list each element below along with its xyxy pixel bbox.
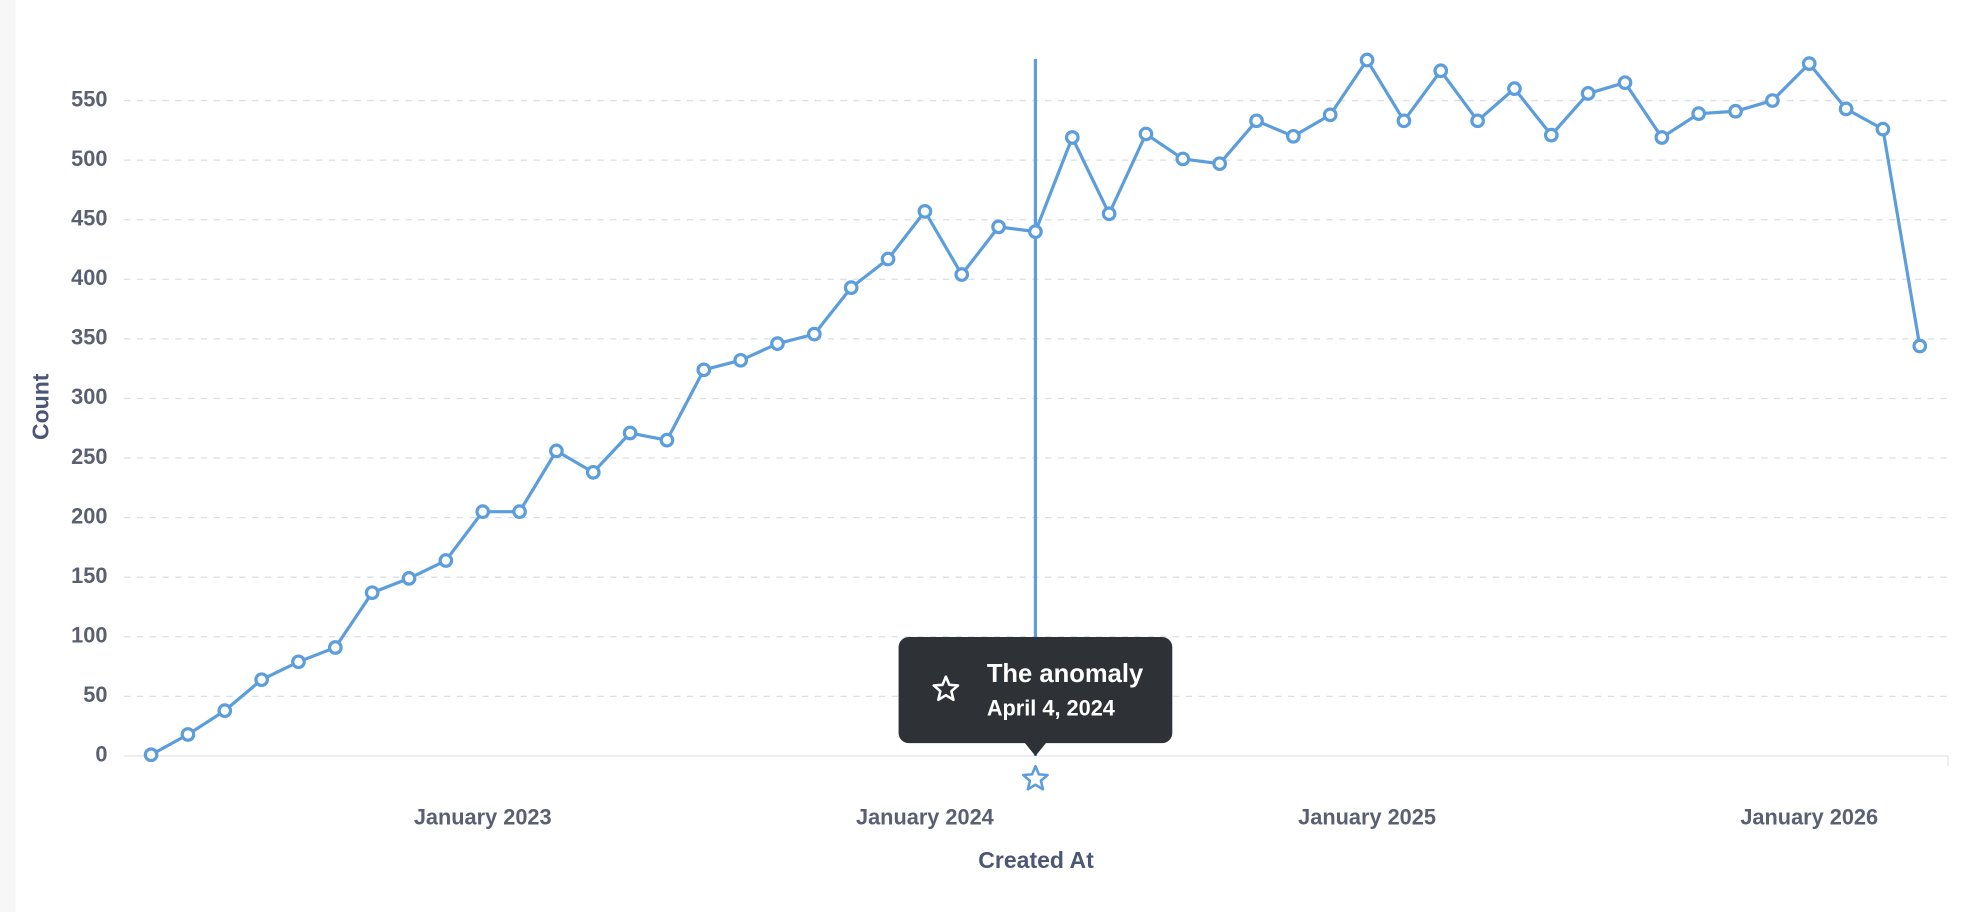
x-axis-title: Created At bbox=[978, 847, 1094, 873]
y-tick-label: 300 bbox=[71, 384, 107, 409]
tooltip: The anomaly April 4, 2024 bbox=[898, 636, 1173, 791]
point bbox=[1433, 63, 1449, 79]
point bbox=[585, 464, 601, 480]
point bbox=[512, 504, 527, 520]
point bbox=[180, 727, 196, 742]
point bbox=[1912, 338, 1928, 354]
y-tick-label: 500 bbox=[71, 146, 107, 171]
y-tick-label: 350 bbox=[71, 325, 107, 350]
tooltip-date: April 4, 2024 bbox=[987, 696, 1115, 721]
point bbox=[806, 326, 822, 342]
y-tick-label: 50 bbox=[83, 682, 107, 707]
tooltip-icon bbox=[932, 675, 960, 702]
point bbox=[1507, 81, 1522, 96]
point bbox=[733, 352, 749, 368]
point bbox=[1801, 56, 1817, 71]
point bbox=[843, 280, 859, 295]
left-edge bbox=[0, 0, 16, 912]
point bbox=[1286, 128, 1301, 144]
y-axis-title: Count bbox=[27, 373, 53, 440]
point bbox=[475, 504, 491, 520]
y-tick-label: 450 bbox=[71, 205, 107, 230]
point bbox=[622, 425, 638, 441]
point bbox=[1765, 93, 1780, 108]
tooltip-title: The anomaly bbox=[987, 660, 1144, 688]
x-tick-label: January 2026 bbox=[1740, 804, 1878, 829]
point bbox=[1838, 101, 1854, 117]
point bbox=[1470, 113, 1485, 129]
y-tick-label: 200 bbox=[71, 503, 107, 528]
point bbox=[254, 672, 269, 688]
point bbox=[1691, 106, 1707, 122]
point bbox=[954, 267, 970, 282]
point bbox=[1101, 206, 1117, 222]
point bbox=[438, 553, 454, 568]
point bbox=[1359, 52, 1375, 68]
point bbox=[327, 640, 343, 655]
point bbox=[1396, 113, 1412, 129]
annotation-marker[interactable] bbox=[1021, 764, 1049, 791]
point bbox=[364, 585, 380, 601]
y-tick-label: 400 bbox=[71, 265, 107, 290]
point bbox=[217, 703, 233, 719]
plot bbox=[143, 52, 1928, 763]
point bbox=[696, 362, 712, 378]
y-tick-label: 250 bbox=[71, 444, 107, 469]
point bbox=[991, 219, 1006, 235]
point bbox=[770, 336, 785, 351]
point bbox=[1654, 130, 1670, 145]
y-tick-label: 0 bbox=[95, 742, 107, 767]
tooltip-pointer bbox=[1023, 741, 1047, 756]
point bbox=[1580, 86, 1596, 101]
point bbox=[1875, 121, 1891, 137]
point bbox=[1212, 156, 1228, 172]
y-tick-label: 150 bbox=[71, 563, 107, 588]
point bbox=[143, 747, 159, 763]
point bbox=[401, 571, 417, 586]
point bbox=[1728, 103, 1743, 119]
point bbox=[1322, 107, 1338, 123]
x-tick-label: January 2025 bbox=[1298, 804, 1436, 829]
point bbox=[917, 204, 933, 219]
point bbox=[1175, 151, 1191, 167]
point bbox=[291, 654, 306, 670]
y-tick-label: 550 bbox=[71, 86, 107, 111]
tooltip-box bbox=[898, 636, 1173, 744]
point bbox=[1543, 127, 1559, 143]
point bbox=[1138, 126, 1154, 142]
point bbox=[659, 432, 675, 448]
point bbox=[1249, 113, 1264, 129]
point bbox=[880, 251, 896, 267]
x-tick-label: January 2023 bbox=[414, 804, 552, 829]
y-tick-label: 100 bbox=[71, 623, 107, 648]
x-tick-label: January 2024 bbox=[856, 804, 994, 829]
point bbox=[1028, 224, 1043, 239]
point bbox=[549, 443, 564, 459]
point bbox=[1064, 130, 1080, 145]
point bbox=[1617, 75, 1633, 91]
